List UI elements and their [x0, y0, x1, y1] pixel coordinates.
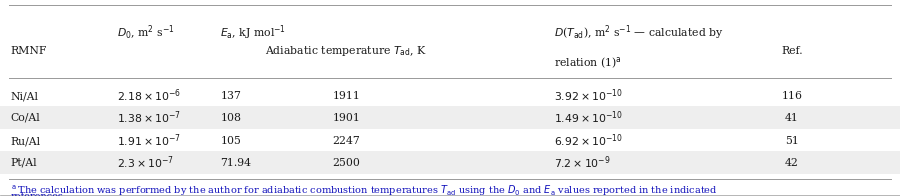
- Text: $2.3\times10^{-7}$: $2.3\times10^{-7}$: [117, 154, 175, 171]
- Text: 42: 42: [785, 158, 799, 168]
- Text: 41: 41: [785, 113, 799, 123]
- Text: $2.18\times10^{-6}$: $2.18\times10^{-6}$: [117, 88, 181, 104]
- FancyBboxPatch shape: [0, 151, 900, 174]
- Text: $D$($T_{\rm ad}$), m$^2$ s$^{-1}$ — calculated by: $D$($T_{\rm ad}$), m$^2$ s$^{-1}$ — calc…: [554, 24, 724, 42]
- Text: 137: 137: [220, 91, 241, 101]
- Text: 71.94: 71.94: [220, 158, 251, 168]
- Text: Ref.: Ref.: [781, 46, 803, 56]
- Text: 116: 116: [781, 91, 803, 101]
- Text: 108: 108: [220, 113, 241, 123]
- Text: references.: references.: [11, 192, 67, 196]
- FancyBboxPatch shape: [0, 106, 900, 129]
- Text: Adiabatic temperature $T_{\rm ad}$, K: Adiabatic temperature $T_{\rm ad}$, K: [266, 44, 428, 58]
- Text: 1901: 1901: [333, 113, 360, 123]
- Text: $E_{\rm a}$, kJ mol$^{-1}$: $E_{\rm a}$, kJ mol$^{-1}$: [220, 24, 286, 42]
- Text: $7.2\times10^{-9}$: $7.2\times10^{-9}$: [554, 154, 610, 171]
- Text: 51: 51: [785, 136, 799, 146]
- Text: Co/Al: Co/Al: [11, 113, 40, 123]
- Text: 2247: 2247: [333, 136, 360, 146]
- Text: Ni/Al: Ni/Al: [11, 91, 39, 101]
- Text: Pt/Al: Pt/Al: [11, 158, 38, 168]
- Text: $6.92\times10^{-10}$: $6.92\times10^{-10}$: [554, 133, 622, 149]
- Text: 2500: 2500: [333, 158, 360, 168]
- Text: $1.38\times10^{-7}$: $1.38\times10^{-7}$: [117, 109, 181, 126]
- Text: 105: 105: [220, 136, 241, 146]
- Text: 1911: 1911: [333, 91, 360, 101]
- Text: $1.49\times10^{-10}$: $1.49\times10^{-10}$: [554, 109, 623, 126]
- Text: $3.92\times10^{-10}$: $3.92\times10^{-10}$: [554, 88, 622, 104]
- Text: Ru/Al: Ru/Al: [11, 136, 40, 146]
- Text: RMNF: RMNF: [11, 46, 48, 56]
- Text: $D_0$, m$^2$ s$^{-1}$: $D_0$, m$^2$ s$^{-1}$: [117, 24, 175, 42]
- Text: $1.91\times10^{-7}$: $1.91\times10^{-7}$: [117, 133, 181, 149]
- Text: relation (1)$^{\rm a}$: relation (1)$^{\rm a}$: [554, 55, 622, 70]
- Text: $^{\rm a}$ The calculation was performed by the author for adiabatic combustion : $^{\rm a}$ The calculation was performed…: [11, 184, 717, 196]
